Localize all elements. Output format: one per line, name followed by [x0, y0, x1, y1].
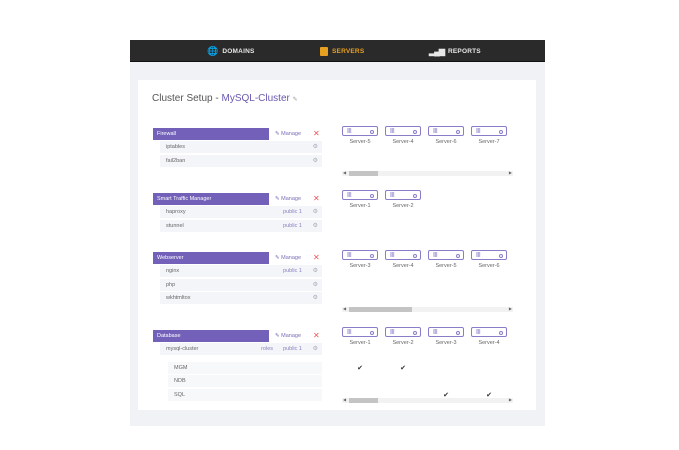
- server-icon[interactable]: |||||: [428, 250, 464, 260]
- service-name: mysql-cluster: [166, 346, 199, 352]
- check-icon[interactable]: ✔: [443, 391, 449, 399]
- horizontal-scrollbar[interactable]: ◀ ▶: [342, 306, 513, 312]
- check-icon[interactable]: ✔: [357, 364, 363, 372]
- service-row: mysql-cluster roles public 1 ⚙: [160, 343, 322, 356]
- globe-icon: 🌐: [207, 45, 219, 56]
- server-icon[interactable]: |||||: [385, 126, 421, 136]
- service-name: fail2ban: [166, 157, 186, 164]
- pencil-icon: ✎: [275, 255, 280, 261]
- server-icon[interactable]: |||||: [385, 190, 421, 200]
- server-icon[interactable]: |||||: [342, 327, 378, 337]
- scrollbar-thumb[interactable]: [348, 398, 378, 403]
- role-name: NDB: [174, 378, 186, 384]
- server-label: Server-3: [435, 340, 457, 346]
- service-row: php ⚙: [160, 278, 322, 292]
- public-badge[interactable]: public 1: [283, 346, 302, 352]
- service-name: nginx: [166, 268, 180, 274]
- nav-reports[interactable]: ▂▄▆ REPORTS: [429, 46, 481, 56]
- pencil-icon: ✎: [275, 131, 280, 137]
- server-label: Server-4: [392, 139, 414, 145]
- service-name: wkhtmltox: [166, 295, 191, 301]
- gear-icon[interactable]: ⚙: [312, 281, 318, 288]
- server-label: Server-1: [349, 340, 371, 346]
- nav-domains[interactable]: 🌐 DOMAINS: [207, 45, 255, 56]
- server-label: Server-3: [349, 263, 371, 269]
- pencil-icon: ✎: [275, 196, 280, 202]
- remove-icon[interactable]: ✕: [313, 129, 320, 138]
- role-row: MGM: [168, 361, 322, 375]
- public-badge[interactable]: public 1: [283, 268, 302, 274]
- server-label: Server-2: [392, 203, 414, 209]
- public-badge[interactable]: public 1: [283, 222, 302, 229]
- gear-icon[interactable]: ⚙: [312, 346, 318, 352]
- service-row: fail2ban ⚙: [160, 154, 322, 168]
- service-row: iptables ⚙: [160, 141, 322, 154]
- role-name: MGM: [174, 364, 188, 371]
- server-label: Server-5: [349, 139, 371, 145]
- service-name: iptables: [166, 144, 185, 150]
- remove-icon[interactable]: ✕: [313, 253, 320, 262]
- server-icon[interactable]: |||||: [428, 126, 464, 136]
- server-icon[interactable]: |||||: [342, 250, 378, 260]
- horizontal-scrollbar[interactable]: ◀ ▶: [342, 397, 513, 403]
- edit-icon[interactable]: ✎: [292, 97, 298, 103]
- remove-icon[interactable]: ✕: [313, 194, 320, 203]
- server-label: Server-4: [478, 340, 500, 346]
- section-header: Webserver: [153, 252, 269, 264]
- service-name: php: [166, 281, 176, 288]
- server-icon[interactable]: |||||: [471, 327, 507, 337]
- page-title: Cluster Setup - MySQL-Cluster ✎: [152, 93, 298, 104]
- nav-servers[interactable]: SERVERS: [320, 40, 364, 62]
- section-header: Firewall: [153, 128, 269, 140]
- check-icon[interactable]: ✔: [486, 391, 492, 399]
- server-icon[interactable]: |||||: [471, 126, 507, 136]
- gear-icon[interactable]: ⚙: [312, 295, 318, 301]
- service-row: wkhtmltox ⚙: [160, 292, 322, 305]
- server-icon[interactable]: |||||: [385, 250, 421, 260]
- service-row: stunnel public 1 ⚙: [160, 219, 322, 233]
- gear-icon[interactable]: ⚙: [312, 209, 318, 215]
- bar-chart-icon: ▂▄▆: [429, 46, 445, 56]
- pencil-icon: ✎: [275, 333, 280, 339]
- gear-icon[interactable]: ⚙: [312, 268, 318, 274]
- section-header: Smart Traffic Manager: [153, 193, 269, 205]
- manage-button[interactable]: ✎ Manage: [275, 255, 302, 261]
- server-icon: [320, 46, 328, 56]
- horizontal-scrollbar[interactable]: ◀ ▶: [342, 170, 513, 176]
- server-label: Server-2: [392, 340, 414, 346]
- manage-button[interactable]: ✎ Manage: [275, 333, 302, 339]
- top-nav: 🌐 DOMAINS SERVERS ▂▄▆ REPORTS: [130, 40, 545, 62]
- service-row: nginx public 1 ⚙: [160, 265, 322, 278]
- server-icon[interactable]: |||||: [428, 327, 464, 337]
- server-icon[interactable]: |||||: [385, 327, 421, 337]
- role-row: NDB: [168, 375, 322, 388]
- server-label: Server-4: [392, 263, 414, 269]
- service-name: haproxy: [166, 209, 186, 215]
- remove-icon[interactable]: ✕: [313, 331, 320, 340]
- gear-icon[interactable]: ⚙: [312, 144, 318, 150]
- server-icon[interactable]: |||||: [342, 126, 378, 136]
- gear-icon[interactable]: ⚙: [312, 157, 318, 164]
- cluster-name: MySQL-Cluster: [221, 93, 290, 104]
- public-badge[interactable]: public 1: [283, 209, 302, 215]
- scrollbar-thumb[interactable]: [348, 307, 413, 312]
- server-label: Server-7: [478, 139, 500, 145]
- server-label: Server-6: [435, 139, 457, 145]
- role-row: SQL: [168, 388, 322, 402]
- section-header: Database: [153, 330, 269, 342]
- server-icon[interactable]: |||||: [471, 250, 507, 260]
- gear-icon[interactable]: ⚙: [312, 222, 318, 229]
- server-label: Server-6: [478, 263, 500, 269]
- server-label: Server-5: [435, 263, 457, 269]
- role-name: SQL: [174, 391, 186, 398]
- server-label: Server-1: [349, 203, 371, 209]
- check-icon[interactable]: ✔: [400, 364, 406, 372]
- manage-button[interactable]: ✎ Manage: [275, 131, 302, 137]
- service-name: stunnel: [166, 222, 184, 229]
- server-icon[interactable]: |||||: [342, 190, 378, 200]
- scrollbar-thumb[interactable]: [348, 171, 378, 176]
- manage-button[interactable]: ✎ Manage: [275, 196, 302, 202]
- roles-link[interactable]: roles: [261, 346, 273, 352]
- service-row: haproxy public 1 ⚙: [160, 206, 322, 219]
